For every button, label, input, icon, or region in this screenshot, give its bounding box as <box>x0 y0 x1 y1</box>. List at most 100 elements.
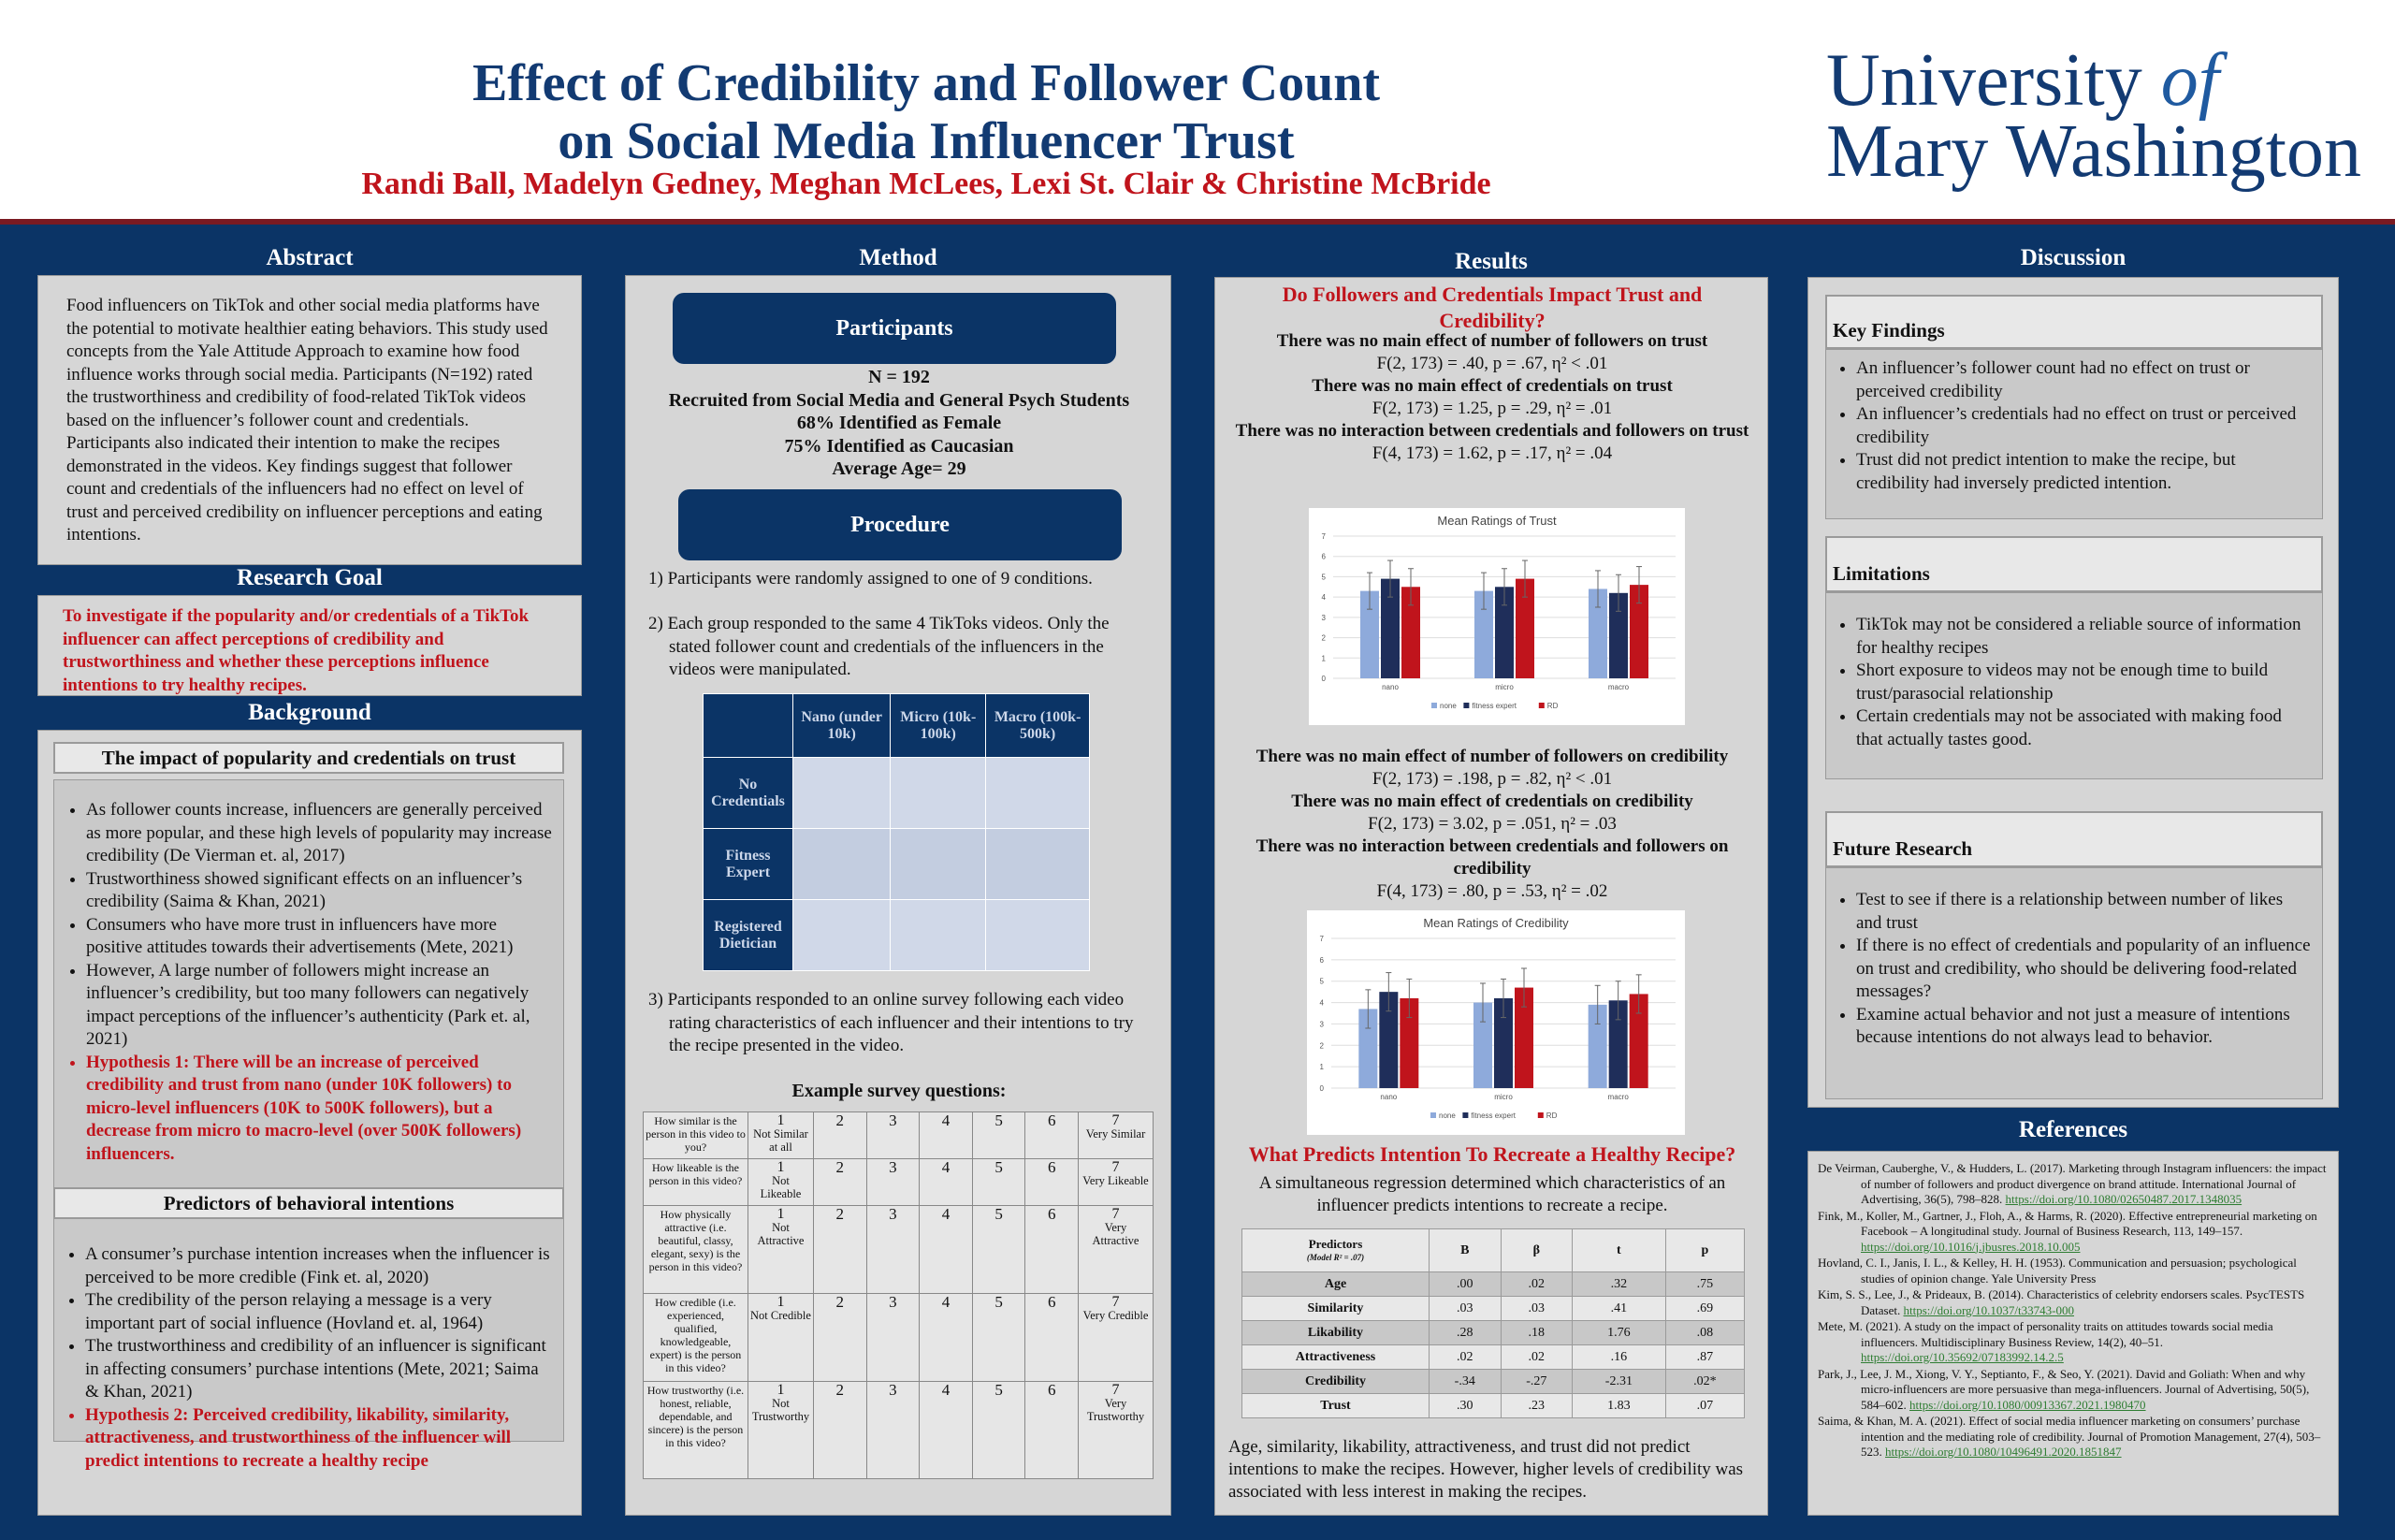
scale-high-label: Very Similar <box>1085 1127 1146 1140</box>
results-q2: What Predicts Intention To Recreate a He… <box>1248 1142 1736 1166</box>
bar-fitness-expert-nano <box>1379 992 1399 1088</box>
scale-value: 2 <box>813 1205 867 1294</box>
scale-value: 3 <box>865 1111 921 1159</box>
scale-value: 5 <box>971 1205 1026 1294</box>
stat-label: There was no main effect of number of fo… <box>1256 747 1729 766</box>
reference-text: Park, J., Lee, J. M., Xiong, V. Y., Sept… <box>1818 1366 2310 1412</box>
reference-link[interactable]: https://doi.org/10.1016/j.jbusres.2018.1… <box>1861 1239 2081 1254</box>
regression-value: .69 <box>1664 1296 1746 1321</box>
regression-value: .02* <box>1664 1369 1746 1394</box>
legend-label: none <box>1439 1111 1456 1120</box>
condition-cell <box>890 757 987 829</box>
limitations-title: Limitations <box>1825 536 2323 592</box>
regression-value: .32 <box>1572 1271 1666 1297</box>
y-tick-label: 1 <box>1322 654 1327 662</box>
survey-question: How similar is the person in this video … <box>643 1111 748 1159</box>
scale-value: 4 <box>919 1111 973 1159</box>
reference-text: Hovland, C. I., Janis, I. L., & Kelley, … <box>1818 1256 2297 1286</box>
reference-link[interactable]: https://doi.org/10.1080/00913367.2021.19… <box>1909 1397 2146 1412</box>
regression-row: Credibility -.34 -.27 -2.31.02* <box>1241 1369 1746 1394</box>
reference-item: De Veirman, Cauberghe, V., & Hudders, L.… <box>1818 1161 2329 1208</box>
participant-stat: Recruited from Social Media and General … <box>668 389 1130 411</box>
title-line-1: Effect of Credibility and Follower Count <box>472 54 1381 112</box>
background-item: However, A large number of followers mig… <box>86 960 554 1052</box>
bar-fitness-expert-macro <box>1608 1000 1628 1088</box>
conditions-row: Registered Dietician <box>703 899 1090 971</box>
stat-label: There was no interaction between credent… <box>1235 421 1749 441</box>
scale-low: 1 Not Likeable <box>748 1158 814 1206</box>
bar-RD-micro <box>1516 578 1534 678</box>
future-research-title: Future Research <box>1825 811 2323 867</box>
reference-link[interactable]: https://doi.org/10.1037/t33743-000 <box>1903 1302 2074 1317</box>
x-tick-label: nano <box>1380 1093 1397 1101</box>
regression-header-cell: p <box>1664 1228 1746 1272</box>
regression-value: .03 <box>1429 1296 1502 1321</box>
x-tick-label: micro <box>1494 1093 1513 1101</box>
condition-cell <box>985 899 1090 971</box>
scale-value: 6 <box>1024 1293 1079 1382</box>
condition-cell <box>985 828 1090 900</box>
regression-value: .07 <box>1664 1393 1746 1418</box>
scale-value: 1 <box>777 1294 785 1310</box>
scale-value: 3 <box>865 1205 921 1294</box>
scale-value: 5 <box>971 1293 1026 1382</box>
background-heading: Background <box>248 700 371 725</box>
condition-row-header: Registered Dietician <box>703 899 793 971</box>
y-tick-label: 6 <box>1322 553 1327 561</box>
condition-column-header: Macro (100k-500k) <box>985 693 1090 758</box>
condition-cell <box>791 757 892 829</box>
legend-label: RD <box>1546 1111 1558 1120</box>
conditions-corner <box>703 693 793 758</box>
regression-value: 1.83 <box>1572 1393 1666 1418</box>
background-item: A consumer’s purchase intention increase… <box>85 1243 553 1289</box>
limitation-item: Short exposure to videos may not be enou… <box>1856 660 2313 705</box>
scale-low-label: Not Attractive <box>757 1221 805 1247</box>
regression-value: .03 <box>1500 1296 1574 1321</box>
scale-value: 7 <box>1111 1382 1120 1398</box>
legend-label: RD <box>1547 702 1559 710</box>
research-goal-heading: Research Goal <box>237 565 383 590</box>
y-tick-label: 7 <box>1322 532 1327 541</box>
reference-item: Kim, S. S., Lee, J., & Prideaux, B. (201… <box>1818 1287 2329 1318</box>
legend-label: fitness expert <box>1471 1111 1516 1120</box>
participant-stat: Average Age= 29 <box>832 458 966 479</box>
y-tick-label: 0 <box>1322 675 1327 683</box>
scale-value: 4 <box>919 1293 973 1382</box>
procedure-pill: Procedure <box>678 489 1122 560</box>
regression-value: .23 <box>1500 1393 1574 1418</box>
reference-link[interactable]: https://doi.org/10.35692/07183992.14.2.5 <box>1861 1350 2064 1364</box>
regression-value: .28 <box>1429 1320 1502 1345</box>
bar-none-micro <box>1473 1002 1492 1088</box>
y-tick-label: 2 <box>1320 1041 1325 1050</box>
scale-low-label: Not Trustworthy <box>751 1397 810 1423</box>
regression-predictor: Age <box>1241 1271 1430 1297</box>
limitation-item: TikTok may not be considered a reliable … <box>1856 614 2313 660</box>
condition-column-header: Nano (under 10k) <box>791 693 892 758</box>
participant-stat: 68% Identified as Female <box>796 413 1002 433</box>
regression-row: Trust .30.23 1.83.07 <box>1241 1393 1746 1418</box>
scale-value: 5 <box>971 1381 1026 1479</box>
logo-mary-washington: Mary Washington <box>1826 110 2362 193</box>
y-tick-label: 4 <box>1320 999 1325 1008</box>
participants-pill: Participants <box>673 293 1116 364</box>
condition-column-header: Micro (10k-100k) <box>890 693 987 758</box>
logo-of: of <box>2160 39 2219 122</box>
scale-value: 3 <box>865 1158 921 1206</box>
reference-link[interactable]: https://doi.org/10.1080/02650487.2017.13… <box>2005 1192 2243 1206</box>
trust-stats: There was no main effect of number of fo… <box>1225 330 1760 465</box>
scale-low-label: Not Likeable <box>760 1174 802 1200</box>
stat-value: F(2, 173) = .40, p = .67, η² < .01 <box>1376 354 1608 373</box>
reference-link[interactable]: https://doi.org/10.1080/10496491.2020.18… <box>1885 1445 2122 1459</box>
key-finding-item: An influencer’s credentials had no effec… <box>1856 403 2313 449</box>
abstract-text: Food influencers on TikTok and other soc… <box>66 296 548 545</box>
future-research-item: Test to see if there is a relationship b… <box>1856 889 2313 935</box>
y-tick-label: 3 <box>1320 1020 1325 1028</box>
scale-high-label: Very Attractive <box>1092 1221 1139 1247</box>
chart-title: Mean Ratings of Credibility <box>1423 916 1569 930</box>
scale-low: 1 Not Trustworthy <box>748 1381 814 1479</box>
reference-item: Hovland, C. I., Janis, I. L., & Kelley, … <box>1818 1256 2329 1286</box>
scale-value: 4 <box>919 1381 973 1479</box>
hypothesis-1: Hypothesis 1: There will be an increase … <box>86 1052 554 1167</box>
scale-value: 1 <box>777 1159 785 1175</box>
